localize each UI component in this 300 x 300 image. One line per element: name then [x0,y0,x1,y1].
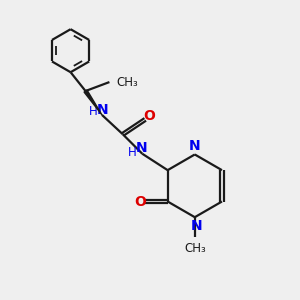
Text: O: O [143,109,155,123]
Text: O: O [134,194,146,208]
Text: N: N [136,141,148,155]
Text: CH₃: CH₃ [184,242,206,255]
Text: CH₃: CH₃ [117,76,139,88]
Text: N: N [189,139,201,153]
Polygon shape [84,90,102,115]
Text: N: N [97,103,108,116]
Text: H: H [128,146,137,159]
Text: H: H [88,105,98,119]
Text: N: N [190,219,202,233]
